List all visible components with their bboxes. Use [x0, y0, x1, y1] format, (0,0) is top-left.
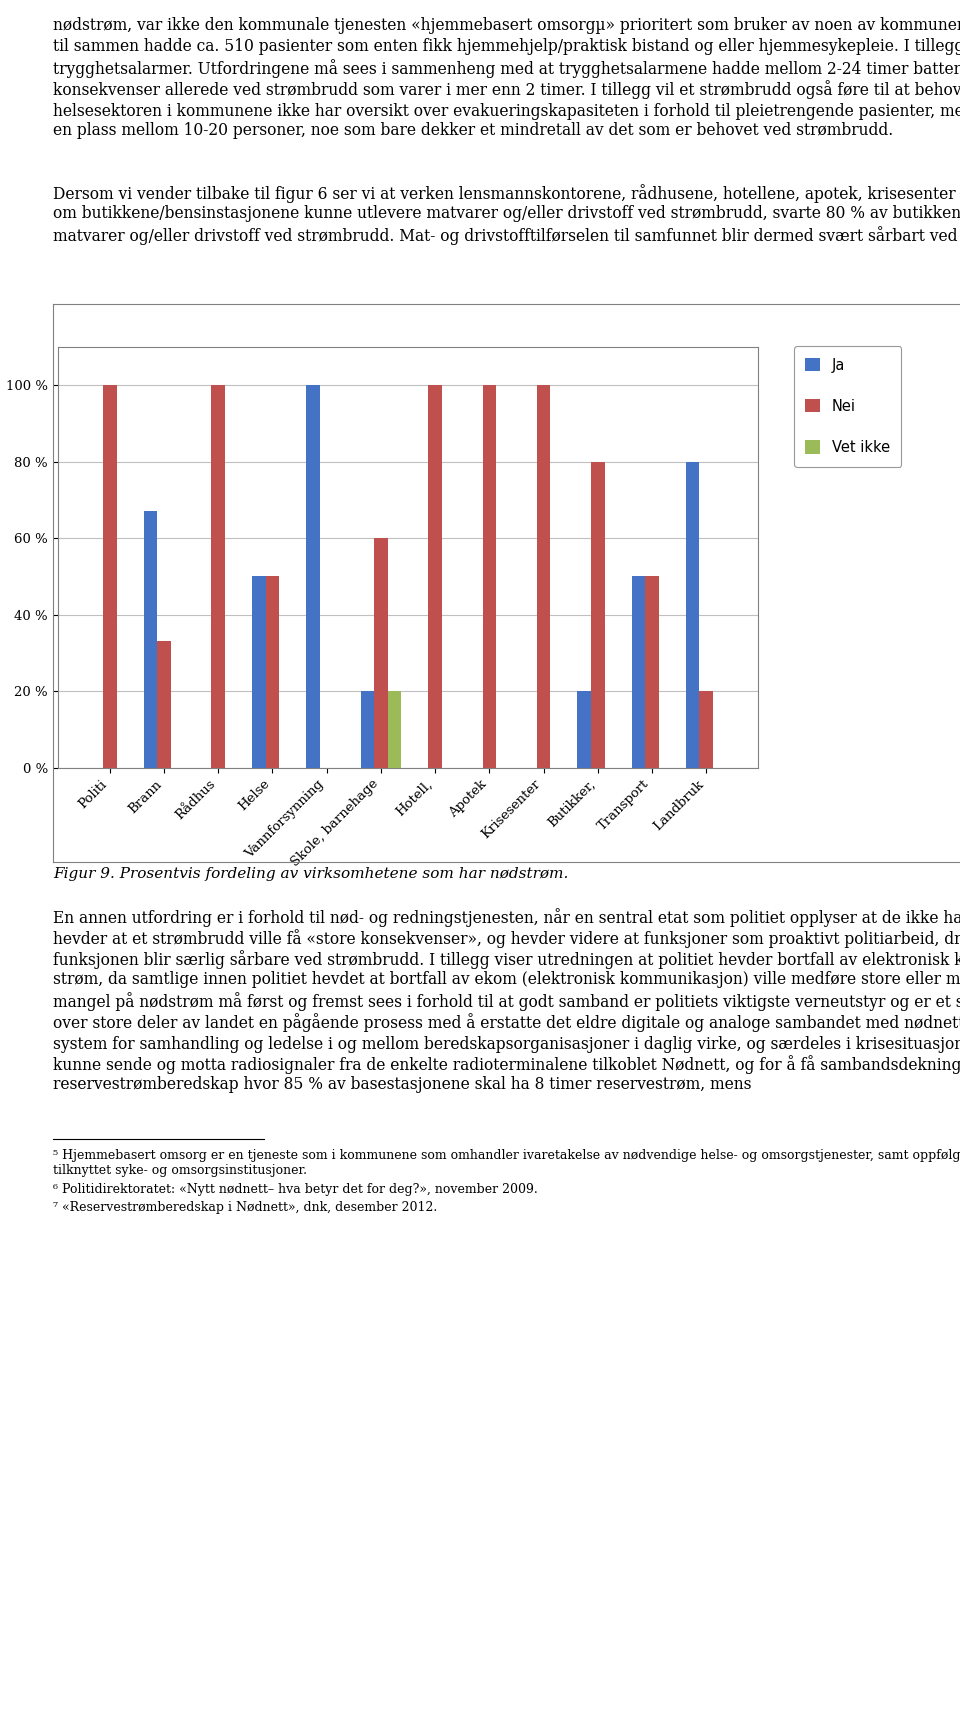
Text: helsesektoren i kommunene ikke har oversikt over evakueringskapasiteten i forhol: helsesektoren i kommunene ikke har overs…: [53, 101, 960, 120]
Text: over store deler av landet en pågående prosess med å erstatte det eldre digitale: over store deler av landet en pågående p…: [53, 1013, 960, 1032]
Bar: [591, 462, 605, 767]
Bar: [483, 385, 496, 767]
Text: Dersom vi vender tilbake til figur 6 ser vi at verken lensmannskontorene, rådhus: Dersom vi vender tilbake til figur 6 ser…: [53, 184, 960, 203]
Text: trygghetsalarmer. Utfordringene må sees i sammenheng med at trygghetsalarmene ha: trygghetsalarmer. Utfordringene må sees …: [53, 58, 960, 77]
Text: ⁷ «Reservestrømberedskap i Nødnett», dnk, desember 2012.: ⁷ «Reservestrømberedskap i Nødnett», dnk…: [53, 1202, 437, 1214]
Bar: [103, 385, 116, 767]
Bar: [537, 385, 550, 767]
Text: strøm, da samtlige innen politiet hevdet at bortfall av ekom (elektronisk kommun: strøm, da samtlige innen politiet hevdet…: [53, 972, 960, 989]
Text: hevder at et strømbrudd ville få «store konsekvenser», og hevder videre at funks: hevder at et strømbrudd ville få «store …: [53, 929, 960, 948]
Bar: [266, 577, 279, 767]
Text: funksjonen blir særlig sårbare ved strømbrudd. I tillegg viser utredningen at po: funksjonen blir særlig sårbare ved strøm…: [53, 951, 960, 970]
Text: system for samhandling og ledelse i og mellom beredskapsorganisasjoner i daglig : system for samhandling og ledelse i og m…: [53, 1034, 960, 1053]
Text: til sammen hadde ca. 510 pasienter som enten fikk hjemmehjelp/praktisk bistand o: til sammen hadde ca. 510 pasienter som e…: [53, 38, 960, 55]
Text: tilknyttet syke- og omsorgsinstitusjoner.: tilknyttet syke- og omsorgsinstitusjoner…: [53, 1164, 307, 1176]
Bar: [632, 577, 645, 767]
Text: ⁶ Politidirektoratet: «Nytt nødnett– hva betyr det for deg?», november 2009.: ⁶ Politidirektoratet: «Nytt nødnett– hva…: [53, 1183, 538, 1195]
Bar: [306, 385, 320, 767]
Text: nødstrøm, var ikke den kommunale tjenesten «hjemmebasert omsorgµ» prioritert som: nødstrøm, var ikke den kommunale tjenest…: [53, 17, 960, 34]
Bar: [144, 512, 157, 767]
Text: reservestrømberedskap hvor 85 % av basestasjonene skal ha 8 timer reservestrøm, : reservestrømberedskap hvor 85 % av bases…: [53, 1077, 752, 1094]
Bar: [157, 642, 171, 767]
Text: ⁵ Hjemmebasert omsorg er en tjeneste som i kommunene som omhandler ivaretakelse : ⁵ Hjemmebasert omsorg er en tjeneste som…: [53, 1147, 960, 1162]
Bar: [252, 577, 266, 767]
Bar: [388, 692, 401, 767]
Text: Figur 9. Prosentvis fordeling av virksomhetene som har nødstrøm.: Figur 9. Prosentvis fordeling av virksom…: [53, 867, 568, 881]
Bar: [211, 385, 225, 767]
Text: mangel på nødstrøm må først og fremst sees i forhold til at godt samband er poli: mangel på nødstrøm må først og fremst se…: [53, 992, 960, 1011]
Text: konsekvenser allerede ved strømbrudd som varer i mer enn 2 timer. I tillegg vil : konsekvenser allerede ved strømbrudd som…: [53, 81, 960, 100]
Text: matvarer og/eller drivstoff ved strømbrudd. Mat- og drivstofftilførselen til sam: matvarer og/eller drivstoff ved strømbru…: [53, 227, 960, 246]
Legend: Ja, Nei, Vet ikke: Ja, Nei, Vet ikke: [794, 345, 901, 467]
Bar: [700, 692, 713, 767]
Text: En annen utfordring er i forhold til nød- og redningstjenesten, når en sentral e: En annen utfordring er i forhold til nød…: [53, 908, 960, 927]
Bar: [685, 462, 700, 767]
Text: kunne sende og motta radiosignaler fra de enkelte radioterminalene tilkoblet Nød: kunne sende og motta radiosignaler fra d…: [53, 1056, 960, 1075]
Text: om butikkene/bensinstasjonene kunne utlevere matvarer og/eller drivstoff ved str: om butikkene/bensinstasjonene kunne utle…: [53, 206, 960, 223]
Bar: [645, 577, 659, 767]
Bar: [428, 385, 442, 767]
Bar: [374, 537, 388, 767]
Bar: [577, 692, 591, 767]
Bar: [361, 692, 374, 767]
Text: en plass mellom 10-20 personer, noe som bare dekker et mindretall av det som er : en plass mellom 10-20 personer, noe som …: [53, 122, 893, 139]
